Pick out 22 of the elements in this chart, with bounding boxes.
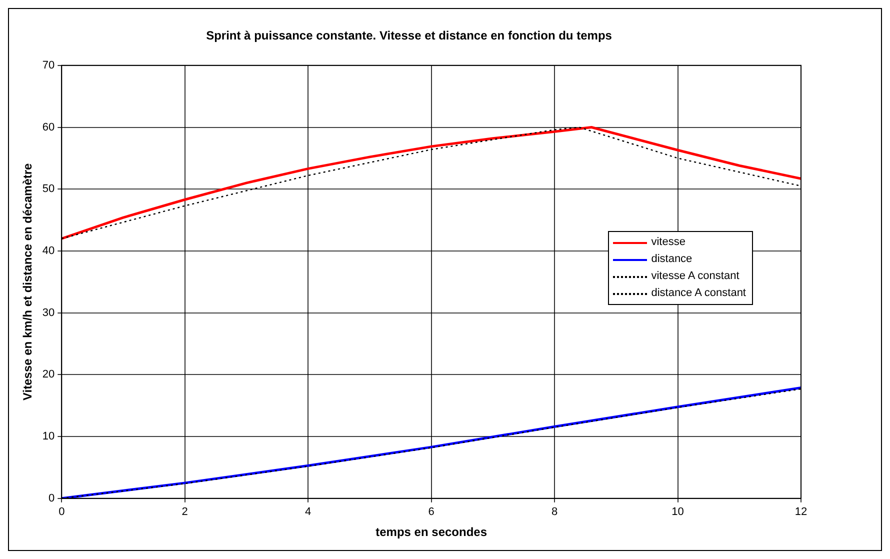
legend-label: vitesse [651, 235, 686, 250]
y-tick-label: 10 [42, 430, 55, 443]
chart-title: Sprint à puissance constante. Vitesse et distance en fonction du temps [206, 28, 612, 43]
x-tick-label: 4 [305, 506, 312, 518]
x-tick-label: 8 [551, 506, 558, 518]
y-tick-label: 20 [42, 368, 55, 381]
x-tick-label: 2 [182, 506, 188, 518]
y-tick-label: 50 [42, 183, 55, 196]
x-axis-title: temps en secondes [376, 525, 488, 540]
y-axis-title: Vitesse en km/h et distance en décamètre [20, 162, 35, 401]
x-tick-label: 0 [58, 506, 65, 518]
x-tick-label: 6 [428, 506, 434, 518]
y-tick-label: 40 [42, 245, 55, 258]
legend-label: distance [651, 252, 692, 267]
y-tick-label: 30 [42, 306, 55, 319]
legend-label: distance A constant [651, 286, 746, 301]
legend-label: vitesse A constant [651, 269, 740, 284]
y-tick-label: 70 [42, 59, 55, 72]
y-tick-label: 0 [48, 492, 55, 504]
x-tick-label: 12 [794, 506, 808, 518]
y-tick-label: 60 [42, 121, 55, 134]
x-tick-label: 10 [672, 506, 684, 518]
